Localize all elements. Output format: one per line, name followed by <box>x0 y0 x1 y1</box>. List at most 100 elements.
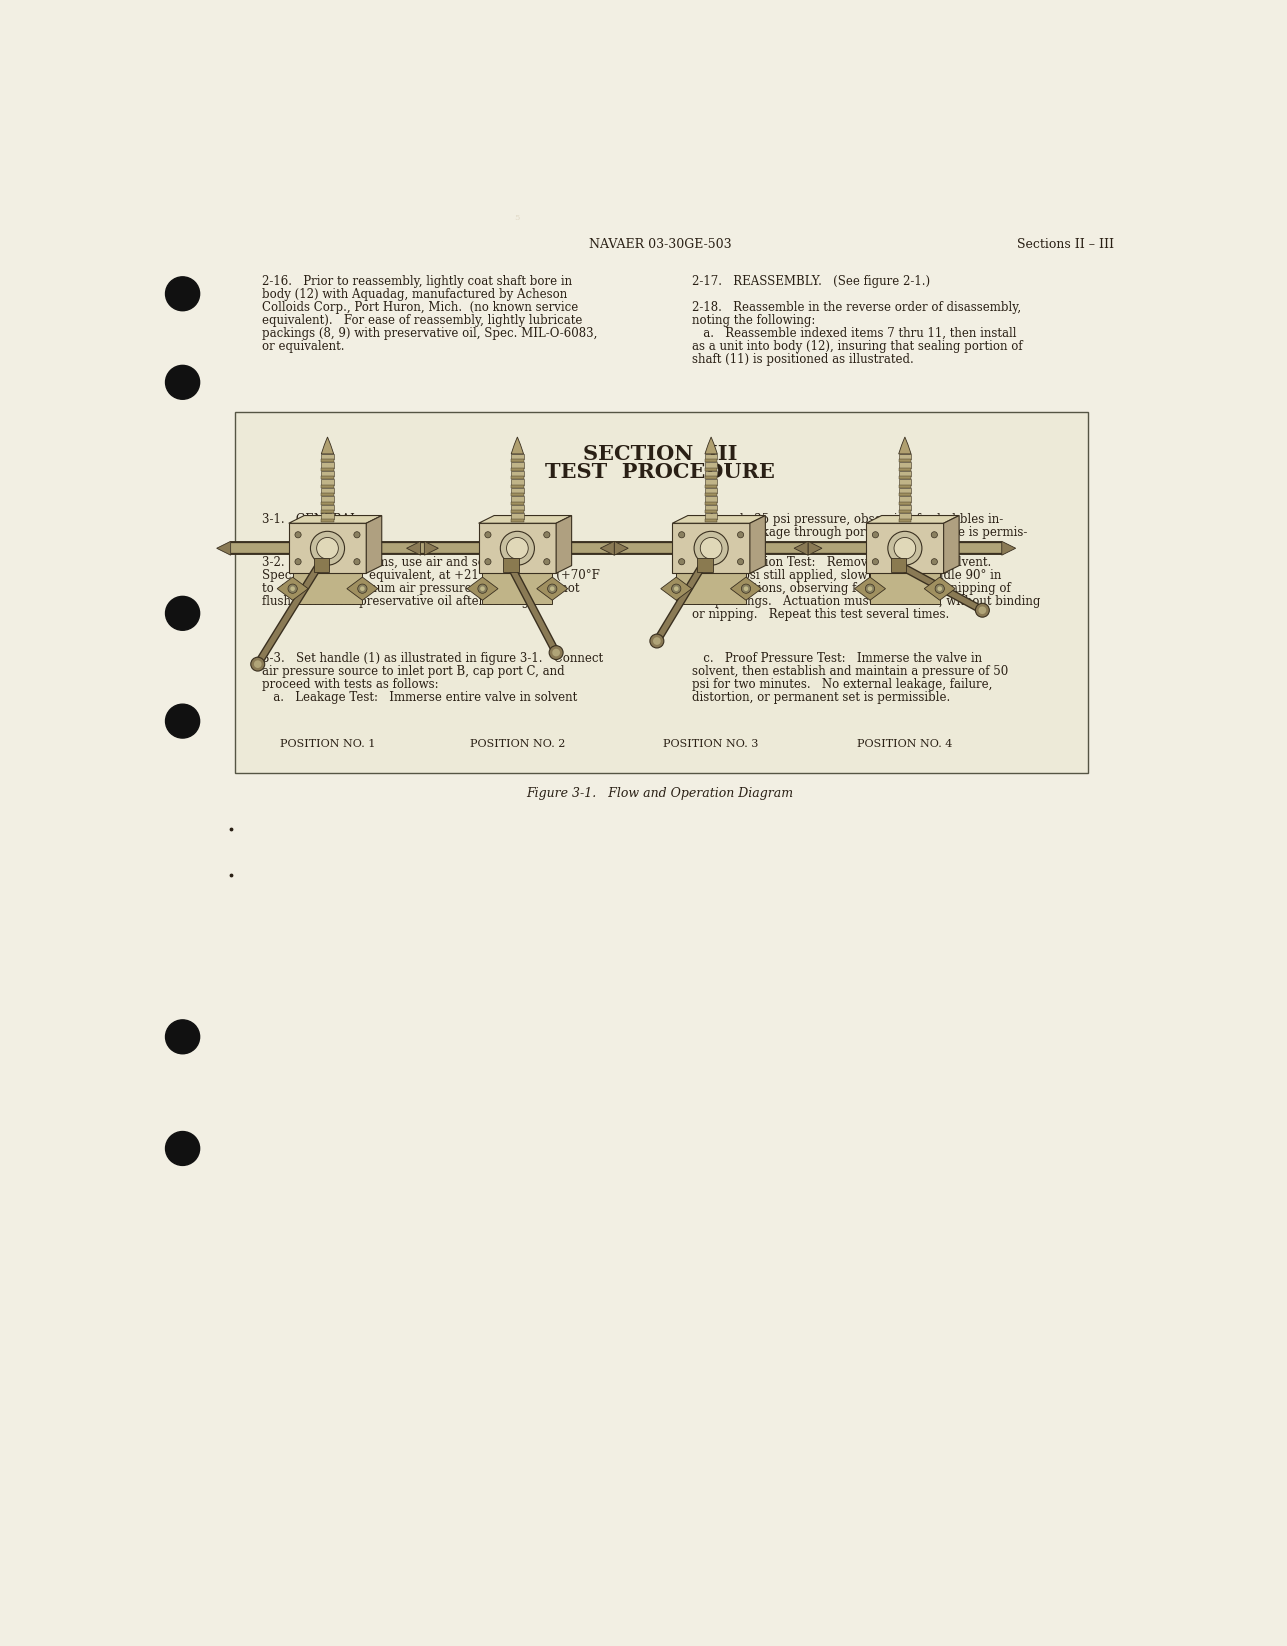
Bar <box>511 502 524 505</box>
Bar <box>322 505 333 510</box>
Bar <box>288 523 367 573</box>
Circle shape <box>552 649 560 657</box>
Text: noting the following:: noting the following: <box>691 314 815 328</box>
Bar <box>705 497 717 502</box>
Circle shape <box>932 532 937 538</box>
Text: b.   Actuation Test:   Remove valve from solvent.: b. Actuation Test: Remove valve from sol… <box>691 556 991 568</box>
Text: POSITION NO. 4: POSITION NO. 4 <box>857 739 952 749</box>
Bar <box>511 463 524 467</box>
Text: 5: 5 <box>515 214 520 222</box>
Bar <box>322 479 333 484</box>
Bar <box>322 463 333 467</box>
Bar <box>705 479 717 484</box>
Bar <box>705 471 717 476</box>
Bar <box>898 487 911 494</box>
Circle shape <box>166 596 199 630</box>
Circle shape <box>166 1131 199 1165</box>
Bar <box>511 467 524 471</box>
Bar <box>891 558 906 571</box>
Bar <box>322 459 333 463</box>
Polygon shape <box>407 542 421 555</box>
Bar <box>511 494 524 497</box>
Text: packings (8, 9) with preservative oil, Spec. MIL-O-6083,: packings (8, 9) with preservative oil, S… <box>261 328 597 339</box>
Circle shape <box>358 584 367 593</box>
Bar <box>322 487 333 494</box>
Text: flush valve with preservative oil after testing.: flush valve with preservative oil after … <box>261 594 533 607</box>
Bar <box>236 412 1088 774</box>
Bar <box>511 518 524 522</box>
Bar <box>898 467 911 471</box>
Circle shape <box>485 532 492 538</box>
Bar <box>322 467 333 471</box>
Polygon shape <box>600 542 614 555</box>
Text: or nipping.   Repeat this test several times.: or nipping. Repeat this test several tim… <box>691 607 949 621</box>
Bar <box>705 467 717 471</box>
Bar <box>479 523 556 573</box>
Polygon shape <box>511 436 524 454</box>
Bar <box>511 476 524 479</box>
Bar <box>511 510 524 514</box>
Bar <box>705 494 717 497</box>
Bar <box>898 459 911 463</box>
Text: SECTION  III: SECTION III <box>583 444 737 464</box>
Bar <box>503 558 519 571</box>
Text: the packings.   Actuation must be smooth, without binding: the packings. Actuation must be smooth, … <box>691 594 1040 607</box>
Text: shaft (11) is positioned as illustrated.: shaft (11) is positioned as illustrated. <box>691 352 914 365</box>
Circle shape <box>166 1021 199 1053</box>
Circle shape <box>251 657 265 672</box>
Bar <box>322 514 333 518</box>
Bar <box>511 459 524 463</box>
Bar <box>705 484 717 487</box>
Text: POSITION NO. 3: POSITION NO. 3 <box>663 739 759 749</box>
Bar <box>322 518 333 522</box>
Text: or equivalent.: or equivalent. <box>261 341 344 352</box>
Polygon shape <box>367 515 382 573</box>
Bar <box>705 454 717 459</box>
Text: Spec. P-S-661, or equivalent, at +21°C to +32°C (+70°F: Spec. P-S-661, or equivalent, at +21°C t… <box>261 568 600 581</box>
Text: sible.: sible. <box>691 540 723 553</box>
Circle shape <box>254 660 261 668</box>
Text: air pressure source to inlet port B, cap port C, and: air pressure source to inlet port B, cap… <box>261 665 564 678</box>
Bar <box>870 573 940 604</box>
Polygon shape <box>322 436 333 454</box>
Text: 2-16.   Prior to reassembly, lightly coat shaft bore in: 2-16. Prior to reassembly, lightly coat … <box>261 275 571 288</box>
Text: dicating leakage through port A.   No leakage is permis-: dicating leakage through port A. No leak… <box>691 527 1027 540</box>
Circle shape <box>737 532 744 538</box>
Bar <box>705 459 717 463</box>
Text: psi for two minutes.   No external leakage, failure,: psi for two minutes. No external leakage… <box>691 678 992 691</box>
Text: Sections II – III: Sections II – III <box>1017 237 1115 250</box>
Bar <box>705 514 717 518</box>
Bar <box>511 514 524 518</box>
Text: POSITION NO. 2: POSITION NO. 2 <box>470 739 565 749</box>
Circle shape <box>166 277 199 311</box>
Polygon shape <box>855 578 885 601</box>
Text: distortion, or permanent set is permissible.: distortion, or permanent set is permissi… <box>691 691 950 704</box>
Bar <box>898 518 911 522</box>
Circle shape <box>672 584 681 593</box>
Text: a.   Leakage Test:   Immerse entire valve in solvent: a. Leakage Test: Immerse entire valve in… <box>261 691 577 704</box>
Text: 2-17.   REASSEMBLY.   (See figure 2-1.): 2-17. REASSEMBLY. (See figure 2-1.) <box>691 275 931 288</box>
Text: 3-2.   As test mediums, use air and solvent, Federal: 3-2. As test mediums, use air and solven… <box>261 556 568 568</box>
Bar <box>322 497 333 502</box>
Bar <box>483 573 552 604</box>
Circle shape <box>976 604 990 617</box>
Bar <box>898 476 911 479</box>
Text: 2-18.   Reassemble in the reverse order of disassembly,: 2-18. Reassemble in the reverse order of… <box>691 301 1021 314</box>
Text: TEST  PROCEDURE: TEST PROCEDURE <box>544 463 775 482</box>
Bar <box>705 463 717 467</box>
Bar <box>705 502 717 505</box>
Bar <box>676 573 746 604</box>
Bar <box>705 476 717 479</box>
Circle shape <box>744 586 748 591</box>
Bar <box>898 510 911 514</box>
Polygon shape <box>672 515 766 523</box>
Text: and apply 35 psi pressure, observing for bubbles in-: and apply 35 psi pressure, observing for… <box>691 514 1003 527</box>
Circle shape <box>867 586 873 591</box>
Bar <box>898 502 911 505</box>
Circle shape <box>480 586 485 591</box>
Bar <box>511 479 524 484</box>
Bar <box>866 523 943 573</box>
Circle shape <box>310 532 345 565</box>
Circle shape <box>547 584 557 593</box>
Bar <box>672 523 750 573</box>
